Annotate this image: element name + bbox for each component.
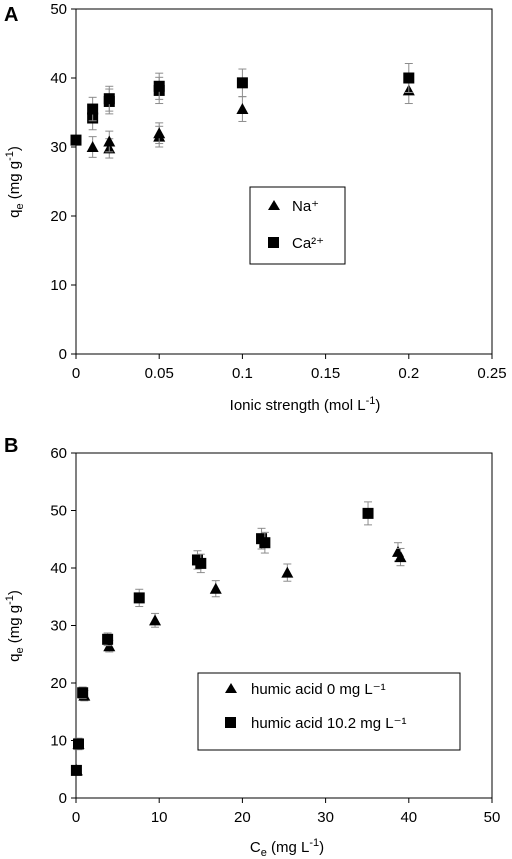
panel-b-x-tick-label: 10	[151, 809, 168, 826]
panel-a-x-tick-label: 0.15	[311, 365, 340, 382]
panel-a-x-axis-label: Ionic strength (mol L-1)	[230, 395, 381, 414]
panel-b-triangle-point	[281, 566, 294, 578]
panel-a-triangle-point	[86, 141, 99, 152]
panel-a-triangle-point	[236, 103, 249, 115]
panel-b-x-tick-label: 40	[400, 809, 417, 826]
panel-a-y-tick-label: 40	[50, 70, 67, 87]
panel-b-square-point	[195, 557, 207, 569]
panel-b-y-tick-label: 20	[50, 675, 67, 692]
panel-a-y-tick-label: 30	[50, 139, 67, 156]
panel-b-y-axis-label: qe (mg g-1)	[4, 590, 26, 662]
panel-b-triangle-point	[149, 614, 162, 626]
panel-b-legend-triangle-marker	[225, 683, 237, 693]
panel-a-triangle-point	[103, 135, 116, 147]
panel-a-x-tick-label: 0.05	[145, 365, 174, 382]
panel-a-x-tick-label: 0.25	[477, 365, 506, 382]
panel-b-y-tick-label: 60	[50, 445, 67, 462]
panel-b-x-tick-label: 50	[484, 809, 501, 826]
panel-b-legend: humic acid 0 mg L⁻¹ humic acid 10.2 mg L…	[197, 672, 461, 751]
panel-b-legend-label-ha10: humic acid 10.2 mg L⁻¹	[251, 715, 407, 732]
panel-b-square-point	[133, 592, 145, 604]
panel-a-square-point	[153, 80, 165, 92]
panel-b-letter: B	[4, 435, 18, 457]
panel-a-legend: Na⁺ Ca²⁺	[249, 186, 346, 265]
panel-a-legend-triangle-marker	[268, 200, 280, 210]
panel-a-plot-frame	[75, 8, 493, 355]
panel-a-square-point	[103, 93, 115, 105]
panel-a-legend-square-marker	[268, 237, 279, 248]
panel-b-y-tick-label: 0	[59, 790, 67, 807]
panel-b-y-tick-label: 30	[50, 618, 67, 635]
panel-a-y-axis-label: qe (mg g-1)	[4, 146, 26, 218]
panel-b-square-point	[102, 633, 114, 645]
panel-a-square-point	[87, 103, 99, 115]
panel-b-y-tick-label: 50	[50, 503, 67, 520]
panel-a-y-tick-labels: 0 10 20 30 40 50	[50, 1, 76, 363]
panel-a-legend-label-ca: Ca²⁺	[292, 235, 324, 252]
panel-a-y-tick-label: 50	[50, 1, 67, 18]
panel-a-y-tick-label: 20	[50, 208, 67, 225]
panel-b-square-point	[362, 507, 374, 519]
panel-a-y-tick-label: 10	[50, 277, 67, 294]
panel-b-x-axis-label: Ce (mg L-1)	[250, 837, 324, 859]
panel-a-square-point	[403, 72, 415, 84]
panel-b-legend-box	[197, 672, 461, 751]
panel-a-legend-box	[249, 186, 346, 265]
panel-b-legend-square-marker	[225, 717, 236, 728]
panel-a-data-points	[70, 63, 415, 159]
panel-a-x-tick-label: 0	[72, 365, 80, 382]
panel-b-y-tick-label: 40	[50, 560, 67, 577]
panel-a-square-point	[236, 77, 248, 89]
panel-a-square-point	[70, 134, 82, 146]
panel-b-y-tick-labels: 0 10 20 30 40 50 60	[50, 445, 76, 807]
panel-a: A 0 10 20 30 40 50 0 0.05 0.1 0.15 0.2 0.25 Ionic …	[4, 1, 507, 414]
panel-a-x-tick-labels: 0 0.05 0.1 0.15 0.2 0.25	[72, 354, 507, 382]
panel-a-triangle-point	[153, 127, 166, 139]
panel-b-square-point	[70, 764, 82, 776]
panel-b-x-tick-labels: 0 10 20 30 40 50	[72, 798, 501, 826]
panel-b-y-tick-label: 10	[50, 733, 67, 750]
panel-b-square-point	[72, 738, 84, 750]
panel-b-square-point	[259, 537, 271, 549]
panel-b-x-tick-label: 30	[317, 809, 334, 826]
panel-b-triangle-point	[209, 582, 222, 594]
panel-a-legend-label-na: Na⁺	[292, 198, 319, 215]
panel-b-triangle-point	[394, 551, 407, 563]
panel-b-data-points	[70, 501, 407, 776]
panel-a-letter: A	[4, 4, 18, 26]
panel-a-y-tick-label: 0	[59, 346, 67, 363]
panel-b-x-tick-label: 0	[72, 809, 80, 826]
panel-a-x-tick-label: 0.1	[232, 365, 253, 382]
panel-b-square-point	[77, 687, 89, 699]
panel-b-x-tick-label: 20	[234, 809, 251, 826]
panel-a-x-tick-label: 0.2	[398, 365, 419, 382]
panel-b-legend-label-ha0: humic acid 0 mg L⁻¹	[251, 681, 386, 698]
